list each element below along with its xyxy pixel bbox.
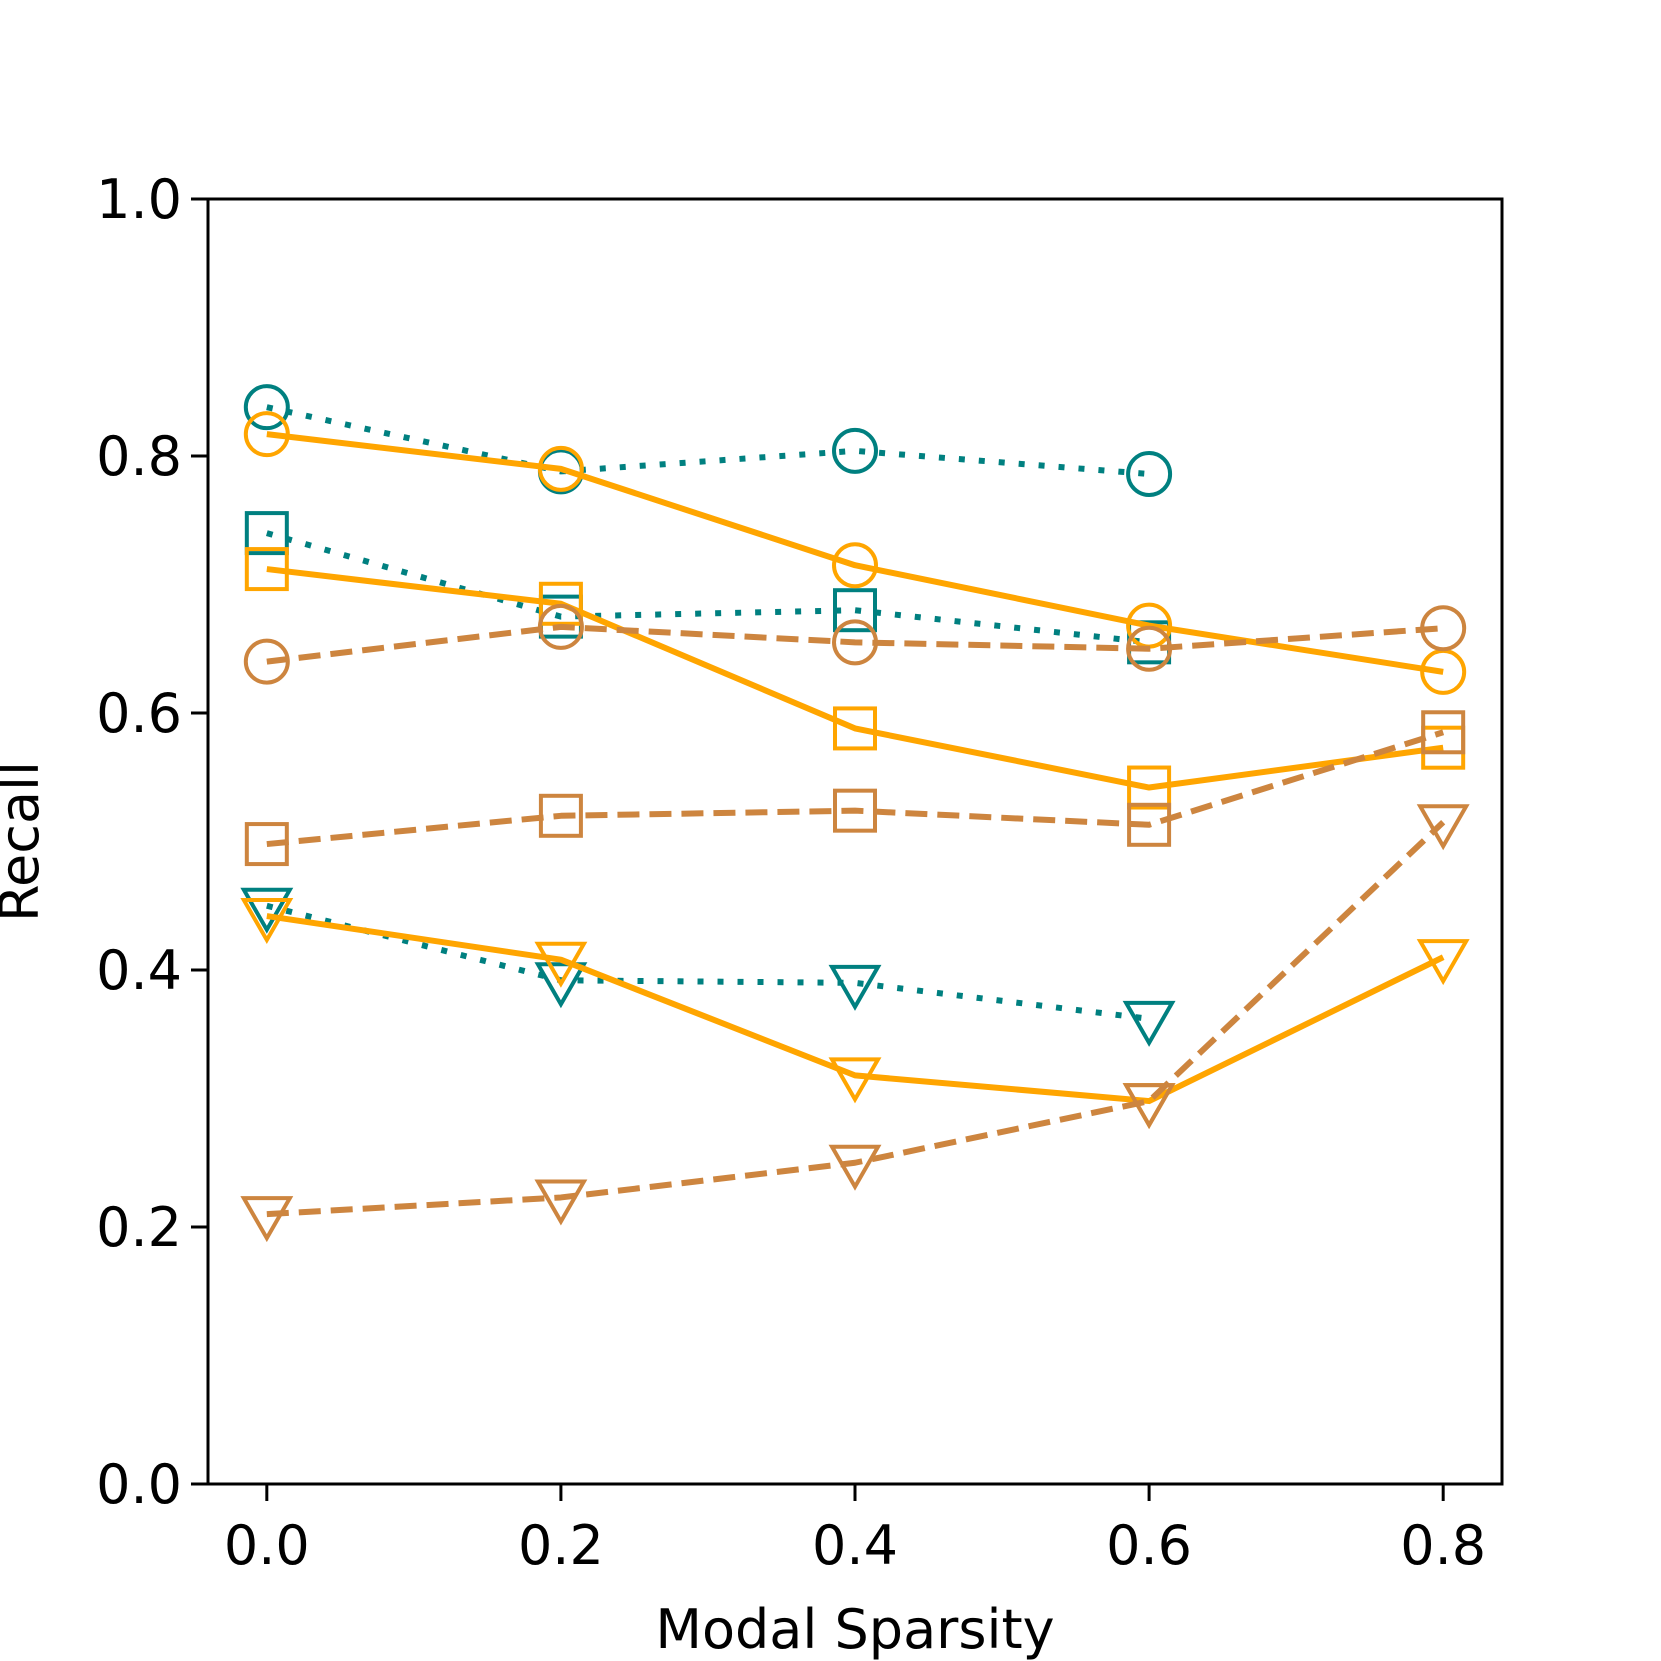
data-point-triangle: [240, 898, 294, 945]
data-point-square: [1127, 802, 1172, 847]
data-point-circle: [832, 427, 878, 474]
x-tick-label: 0.6: [1106, 1514, 1192, 1577]
data-point-triangle: [1416, 939, 1470, 986]
data-point-square: [833, 588, 877, 633]
data-point-circle: [832, 619, 878, 666]
y-tick-label: 0.8: [96, 425, 182, 488]
data-point-square: [1127, 765, 1172, 810]
y-tick-label: 0.0: [96, 1453, 182, 1516]
data-point-circle: [243, 638, 290, 685]
data-point-triangle: [1416, 804, 1470, 851]
series-line: [266, 820, 1446, 1218]
series-line: [266, 913, 1445, 1105]
data-point-triangle: [828, 1144, 882, 1191]
series-teal-triangle: [240, 887, 1176, 1047]
x-tick-label: 0.2: [518, 1514, 604, 1577]
axes: 0.0 0.2 0.4 0.6 0.8 0.0 0.2 0.4 0.6 0.8 1.0: [96, 168, 1486, 1577]
data-point-circle: [1420, 605, 1467, 652]
data-point-circle: [243, 411, 290, 458]
data-point-triangle: [534, 962, 588, 1009]
series-orange-triangle: [240, 898, 1470, 1130]
x-tick-label: 0.0: [224, 1514, 310, 1577]
plot-frame: [206, 197, 1504, 1486]
data-point-triangle: [828, 964, 882, 1011]
data-point-triangle: [828, 1057, 882, 1104]
series-peru-square: [244, 710, 1466, 867]
data-point-circle: [537, 603, 584, 650]
data-point-circle: [243, 384, 290, 431]
series-peru-circle: [243, 603, 1467, 685]
series-teal-square: [244, 511, 1172, 665]
series-orange-circle: [243, 411, 1467, 695]
data-point-triangle: [534, 941, 588, 988]
series-line: [266, 623, 1444, 665]
series-line: [266, 729, 1445, 848]
data-point-circle: [1126, 450, 1173, 497]
data-point-circle: [832, 542, 878, 589]
x-tick-label: 0.8: [1400, 1514, 1486, 1577]
series-orange-square: [244, 547, 1466, 810]
data-point-square: [244, 547, 289, 592]
data-point-circle: [537, 445, 584, 492]
series-line: [266, 902, 1150, 1022]
data-point-triangle: [1122, 1083, 1176, 1130]
plot-area: [240, 384, 1470, 1243]
data-point-triangle: [534, 1179, 588, 1226]
y-tick-label: 0.2: [96, 1196, 182, 1259]
data-point-circle: [1126, 625, 1173, 672]
data-point-square: [244, 822, 289, 867]
data-point-square: [244, 511, 289, 556]
data-point-triangle: [240, 1196, 294, 1243]
x-tick-label: 0.4: [812, 1514, 898, 1577]
series-line: [266, 566, 1444, 791]
x-axis-label: Modal Sparsity: [655, 1598, 1054, 1661]
series-teal-circle: [243, 384, 1173, 497]
data-point-square: [833, 788, 877, 833]
y-tick-label: 0.6: [96, 682, 182, 745]
series-line: [266, 431, 1444, 675]
data-point-square: [833, 706, 877, 751]
series-line: [266, 404, 1150, 477]
data-point-triangle: [1122, 1000, 1176, 1047]
data-point-square: [1421, 710, 1466, 755]
y-axis-label: Recall: [0, 761, 51, 922]
series-peru-triangle: [240, 804, 1470, 1243]
data-point-triangle: [240, 887, 294, 934]
data-point-square: [538, 581, 583, 626]
y-tick-label: 0.4: [96, 939, 182, 1002]
y-tick-label: 1.0: [96, 168, 182, 231]
data-point-square: [538, 793, 583, 838]
